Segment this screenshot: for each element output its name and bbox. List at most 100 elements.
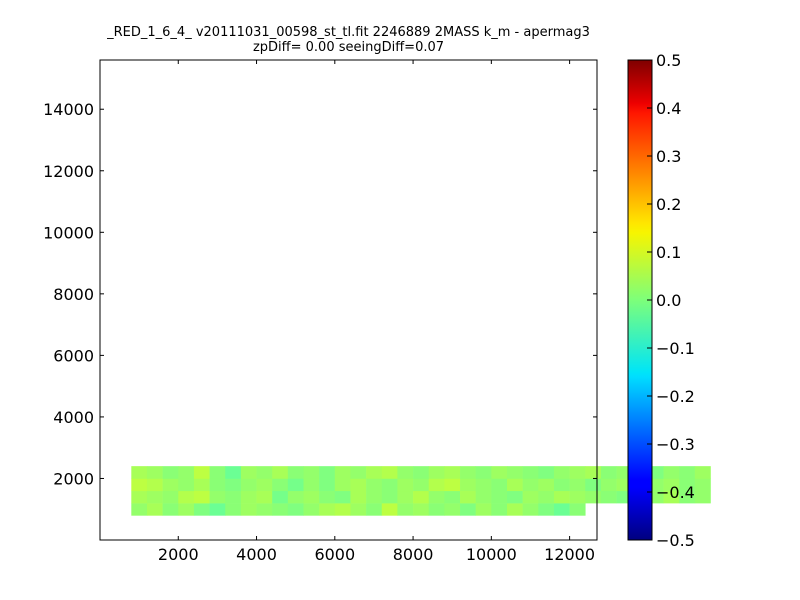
- heatmap-cell: [272, 478, 289, 492]
- heatmap-cell: [303, 478, 320, 492]
- x-tick-label: 2000: [158, 545, 199, 564]
- heatmap-cell: [475, 466, 492, 479]
- heatmap-cell: [428, 490, 445, 504]
- chart-title-line-2: zpDiff= 0.00 seeingDiff=0.07: [252, 40, 445, 55]
- colorbar-tick-label: −0.2: [656, 387, 695, 406]
- heatmap-cell: [146, 466, 163, 479]
- y-tick-label: 14000: [43, 100, 94, 119]
- y-axis: 2000 4000 6000 8000 10000 12000 14000: [43, 100, 597, 488]
- heatmap-cell: [553, 503, 570, 516]
- heatmap-cell: [413, 478, 430, 492]
- heatmap-cell: [240, 466, 257, 479]
- y-tick-label: 2000: [53, 469, 94, 488]
- heatmap-cell: [553, 466, 570, 479]
- heatmap-cell: [460, 478, 476, 492]
- heatmap-cell: [522, 503, 539, 516]
- heatmap-cell: [694, 478, 711, 492]
- chart-title-line-1: _RED_1_6_4_ v20111031_00598_st_tl.fit 22…: [107, 25, 590, 40]
- heatmap-cell: [460, 503, 476, 516]
- heatmap-cell: [444, 490, 461, 504]
- heatmap-cell: [287, 466, 304, 479]
- heatmap-cell: [225, 490, 242, 504]
- heatmap-cell: [240, 490, 257, 504]
- heatmap-cell: [334, 478, 351, 492]
- heatmap-cell: [209, 490, 226, 504]
- heatmap-cell: [303, 503, 320, 516]
- heatmap-cell: [397, 466, 414, 479]
- heatmap-cell: [350, 503, 367, 516]
- heatmap-cell: [131, 466, 148, 479]
- heatmap-cell: [178, 478, 195, 492]
- heatmap-cell: [522, 478, 539, 492]
- heatmap-cell: [600, 478, 617, 492]
- heatmap-cell: [444, 466, 461, 479]
- colorbar-tick-label: 0.5: [656, 51, 681, 70]
- heatmap-cell: [366, 466, 383, 479]
- heatmap-cell: [193, 466, 210, 479]
- colorbar-tick-label: 0.2: [656, 195, 681, 214]
- heatmap-cell: [397, 503, 414, 516]
- heatmap-cell: [162, 503, 179, 516]
- heatmap-cell: [381, 503, 398, 516]
- heatmap-cell: [491, 490, 508, 504]
- y-tick-label: 10000: [43, 223, 94, 242]
- heatmap-cell: [319, 478, 336, 492]
- heatmap-cell: [428, 478, 445, 492]
- heatmap-cell: [131, 478, 148, 492]
- heatmap-cell: [428, 503, 445, 516]
- heatmap-cell: [240, 503, 257, 516]
- heatmap-cell: [460, 466, 476, 479]
- heatmap-cell: [319, 466, 336, 479]
- colorbar-tick-label: −0.1: [656, 339, 695, 358]
- heatmap-cell: [413, 490, 430, 504]
- heatmap-cell: [585, 466, 602, 479]
- heatmap-cell: [131, 490, 148, 504]
- heatmap-cell: [178, 466, 195, 479]
- heatmap-cell: [225, 503, 242, 516]
- heatmap-cell: [350, 478, 367, 492]
- heatmap-cell: [600, 466, 617, 479]
- heatmap-cell: [381, 466, 398, 479]
- heatmap-cell: [178, 490, 195, 504]
- heatmap-cell: [428, 466, 445, 479]
- heatmap-cell: [413, 503, 430, 516]
- heatmap-cell: [303, 490, 320, 504]
- heatmap-cell: [381, 490, 398, 504]
- x-tick-label: 6000: [314, 545, 355, 564]
- heatmap-cell: [287, 490, 304, 504]
- heatmap-cell: [569, 478, 586, 492]
- x-tick-label: 10000: [466, 545, 517, 564]
- heatmap-cell: [162, 478, 179, 492]
- heatmap-cell: [538, 478, 555, 492]
- heatmap-cell: [225, 466, 242, 479]
- heatmap-cell: [256, 503, 273, 516]
- heatmap-cell: [209, 478, 226, 492]
- heatmap-cell: [287, 478, 304, 492]
- heatmap-cell: [460, 490, 476, 504]
- heatmap-cell: [585, 478, 602, 492]
- colorbar-tick-label: −0.4: [656, 483, 695, 502]
- heatmap-cell: [413, 466, 430, 479]
- heatmap-cell: [475, 490, 492, 504]
- heatmap-cell: [366, 478, 383, 492]
- heatmap-cell: [522, 490, 539, 504]
- colorbar-tick-label: 0.1: [656, 243, 681, 262]
- colorbar-tick-label: 0.0: [656, 291, 681, 310]
- heatmap-cell: [193, 503, 210, 516]
- heatmap-cell: [131, 503, 148, 516]
- heatmap-cell: [334, 490, 351, 504]
- heatmap-cell: [491, 466, 508, 479]
- heatmap-cell: [193, 478, 210, 492]
- heatmap-cell: [522, 466, 539, 479]
- heatmap-cell: [506, 503, 523, 516]
- heatmap-cell: [397, 478, 414, 492]
- heatmap-cell: [256, 478, 273, 492]
- heatmap-cell: [475, 478, 492, 492]
- heatmap-cell: [538, 466, 555, 479]
- heatmap-cell: [303, 466, 320, 479]
- heatmap-cell: [146, 478, 163, 492]
- heatmap-cell: [381, 478, 398, 492]
- heatmap-cell: [225, 478, 242, 492]
- heatmap-cell: [663, 466, 680, 479]
